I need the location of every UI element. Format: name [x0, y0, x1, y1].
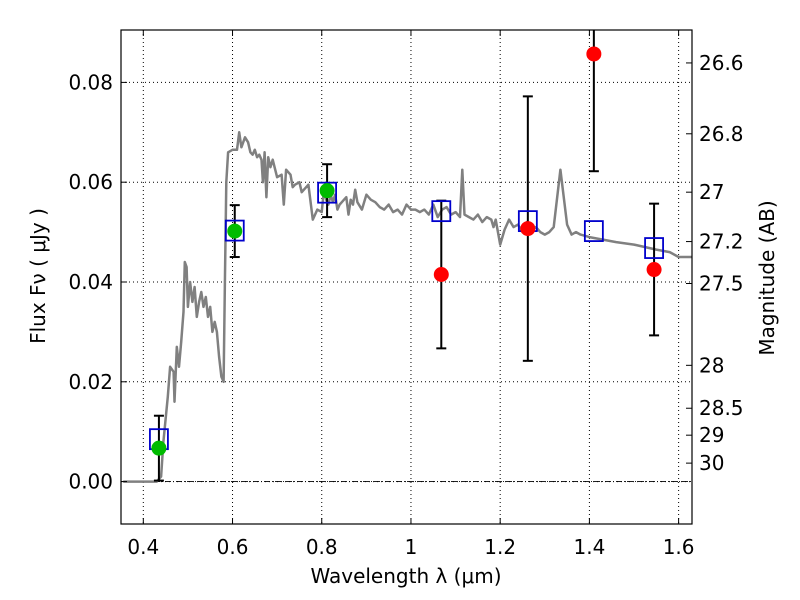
y-tick-labels: 0.00 0.02 0.04 0.06 0.08 [68, 70, 113, 493]
y-axis-title-right: Magnitude (AB) [755, 200, 779, 355]
model-photometry-square [431, 200, 452, 223]
right-tick-label: 27.2 [699, 230, 744, 254]
y-axis-title-left: Flux Fν ( μJy ) [26, 208, 50, 344]
right-tick-label: 27 [699, 180, 724, 204]
model-photometry-square [583, 220, 604, 242]
photometry-circle [319, 183, 335, 199]
photometry-circle [227, 223, 243, 239]
right-tick-label: 26.8 [699, 122, 744, 146]
error-bars [153, 30, 660, 482]
y-tick-label: 0.04 [68, 270, 113, 294]
right-tick-labels: 26.6 26.8 27 27.2 27.5 28 28.5 29 30 [699, 51, 744, 475]
x-tick-label: 0.6 [217, 535, 249, 559]
right-tick-label: 28 [699, 353, 724, 377]
right-tick-label: 28.5 [699, 396, 744, 420]
model-photometry-square [224, 219, 245, 242]
x-tick-label: 0.8 [306, 535, 338, 559]
y-tick-label: 0.06 [68, 170, 113, 194]
photometry-circle [646, 262, 662, 278]
photometry-points [151, 46, 662, 456]
x-tick-label: 1.4 [573, 535, 605, 559]
right-tick-label: 29 [699, 423, 724, 447]
photometry-circle [151, 440, 167, 456]
right-tick-label: 27.5 [699, 271, 744, 295]
right-tick-label: 30 [699, 451, 724, 475]
model-photometry-square [644, 237, 664, 259]
x-tick-label: 1 [405, 535, 418, 559]
photometry-circle [586, 46, 602, 62]
x-axis-title: Wavelength λ (μm) [310, 564, 501, 588]
right-tick-label: 26.6 [699, 51, 744, 75]
y-tick-label: 0.00 [68, 470, 113, 494]
grid-lines [121, 30, 692, 524]
x-tick-label: 1.6 [663, 535, 695, 559]
model-photometry-square [317, 181, 337, 204]
x-tick-label: 1.2 [484, 535, 516, 559]
sed-layer [123, 131, 692, 483]
photometry-circle [520, 221, 536, 237]
model-sed-line [123, 131, 692, 483]
y-tick-label: 0.08 [68, 70, 113, 94]
tick-marks [121, 30, 692, 524]
x-tick-label: 0.4 [127, 535, 159, 559]
x-tick-labels: 0.4 0.6 0.8 1 1.2 1.4 1.6 [127, 535, 694, 559]
photometry-circle [433, 267, 449, 283]
y-tick-label: 0.02 [68, 370, 113, 394]
plot-frame [120, 29, 693, 525]
